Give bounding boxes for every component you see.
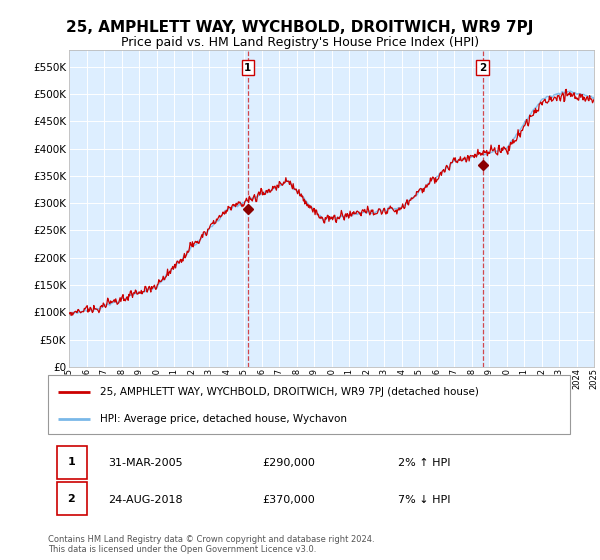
- Text: 1: 1: [68, 458, 76, 468]
- Text: 31-MAR-2005: 31-MAR-2005: [108, 458, 182, 468]
- Text: 1: 1: [244, 63, 251, 73]
- Text: £370,000: £370,000: [262, 494, 315, 505]
- Text: 2: 2: [68, 494, 76, 504]
- Text: 25, AMPHLETT WAY, WYCHBOLD, DROITWICH, WR9 7PJ (detached house): 25, AMPHLETT WAY, WYCHBOLD, DROITWICH, W…: [100, 386, 479, 396]
- Text: HPI: Average price, detached house, Wychavon: HPI: Average price, detached house, Wych…: [100, 414, 347, 424]
- Text: 25, AMPHLETT WAY, WYCHBOLD, DROITWICH, WR9 7PJ: 25, AMPHLETT WAY, WYCHBOLD, DROITWICH, W…: [67, 20, 533, 35]
- FancyBboxPatch shape: [57, 446, 87, 479]
- Text: 2: 2: [479, 63, 486, 73]
- Text: Price paid vs. HM Land Registry's House Price Index (HPI): Price paid vs. HM Land Registry's House …: [121, 36, 479, 49]
- Text: 7% ↓ HPI: 7% ↓ HPI: [398, 494, 450, 505]
- Text: 24-AUG-2018: 24-AUG-2018: [108, 494, 182, 505]
- Text: 2% ↑ HPI: 2% ↑ HPI: [398, 458, 450, 468]
- Text: £290,000: £290,000: [262, 458, 315, 468]
- Text: Contains HM Land Registry data © Crown copyright and database right 2024.
This d: Contains HM Land Registry data © Crown c…: [48, 535, 374, 554]
- FancyBboxPatch shape: [57, 482, 87, 515]
